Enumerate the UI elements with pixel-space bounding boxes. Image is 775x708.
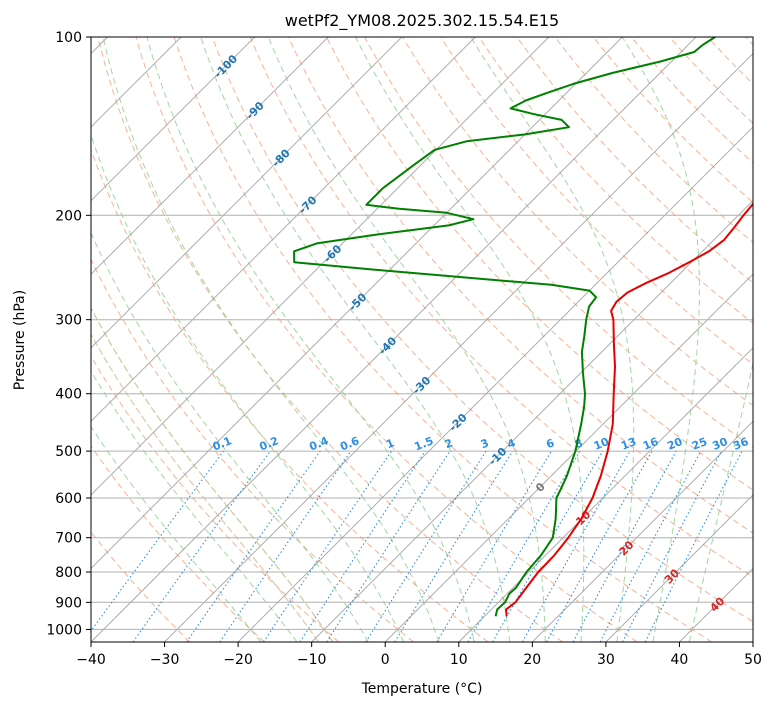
y-tick-label: 900 bbox=[55, 595, 82, 611]
dry-adiabat-line bbox=[249, 37, 753, 578]
isotherm-line bbox=[91, 37, 329, 275]
x-axis-ticks: −40 −30 −20 −10 0 10 20 30 40 50 bbox=[76, 642, 762, 668]
y-tick-label: 1000 bbox=[46, 622, 82, 638]
isotherm-line bbox=[605, 494, 753, 642]
dry-adiabat-line bbox=[592, 37, 753, 204]
mixing-ratio-line bbox=[326, 450, 451, 642]
dry-adiabat-line bbox=[91, 445, 265, 642]
mixing-ratio-label: 3 bbox=[479, 436, 491, 451]
isotherm-line bbox=[91, 37, 476, 423]
dry-adiabat-line bbox=[478, 37, 753, 324]
moist-adiabat-line bbox=[91, 231, 369, 642]
x-tick-label: −20 bbox=[223, 652, 253, 668]
x-tick-label: 0 bbox=[381, 652, 390, 668]
x-tick-label: 40 bbox=[670, 652, 688, 668]
mixing-ratio-line bbox=[644, 450, 743, 642]
mixing-ratio-line bbox=[394, 450, 514, 642]
isotherm-line bbox=[458, 347, 753, 642]
dry-adiabat-line bbox=[287, 37, 753, 534]
mixing-ratio-label: 25 bbox=[690, 435, 709, 453]
moist-adiabat-line bbox=[688, 360, 753, 642]
dry-adiabat-line bbox=[135, 37, 638, 642]
y-tick-label: 200 bbox=[55, 208, 82, 224]
x-tick-label: −30 bbox=[150, 652, 180, 668]
y-tick-label: 800 bbox=[55, 565, 82, 581]
moist-adiabat-line bbox=[267, 37, 546, 642]
mixing-ratio-line bbox=[91, 450, 224, 632]
chart-title: wetPf2_YM08.2025.302.15.54.E15 bbox=[285, 11, 559, 31]
dry-adiabat-line bbox=[173, 37, 713, 642]
dewpoint-line bbox=[293, 37, 716, 617]
moist-adiabat-line bbox=[102, 37, 440, 642]
dry-adiabat-line bbox=[91, 258, 414, 642]
mixing-ratio-line bbox=[219, 450, 352, 642]
x-tick-label: 50 bbox=[744, 652, 762, 668]
y-axis-ticks: 100 200 300 400 500 600 700 800 900 1000 bbox=[46, 30, 91, 638]
dry-adiabat-line bbox=[326, 37, 753, 491]
mixing-ratio-label: 1 bbox=[384, 436, 396, 451]
ice-bulb-line bbox=[91, 333, 319, 642]
moist-adiabat-line bbox=[91, 370, 298, 642]
isotherm-line bbox=[531, 420, 753, 642]
ice-bulb-curves bbox=[91, 306, 334, 642]
dry-adiabat-line bbox=[211, 37, 753, 623]
moist-adiabat-line bbox=[200, 37, 511, 642]
profile-series bbox=[293, 37, 753, 617]
y-tick-label: 100 bbox=[55, 30, 82, 46]
isotherm-line bbox=[91, 37, 697, 642]
mixing-ratio-label: 13 bbox=[619, 435, 638, 453]
mixing-ratio-line bbox=[263, 450, 392, 642]
dry-adiabat-line bbox=[630, 37, 753, 164]
y-axis-label: Pressure (hPa) bbox=[12, 290, 28, 390]
mixing-ratio-label: 8 bbox=[573, 436, 585, 451]
x-tick-label: −10 bbox=[297, 652, 327, 668]
plot-area: -100-90-80-70-60-50-40-30-20-10010203040… bbox=[91, 37, 753, 642]
isotherm-line bbox=[237, 126, 753, 642]
isotherm-line bbox=[384, 273, 753, 642]
temperature-line bbox=[505, 202, 753, 617]
isotherm-line bbox=[91, 37, 256, 202]
dry-adiabat-line bbox=[402, 37, 753, 407]
y-tick-label: 500 bbox=[55, 444, 82, 460]
mixing-ratio-label: 20 bbox=[665, 435, 684, 453]
mixing-ratio-line bbox=[132, 450, 271, 642]
dry-adiabat-line bbox=[97, 37, 563, 642]
isotherm-line bbox=[164, 52, 753, 642]
moist-adiabat-line bbox=[91, 425, 262, 642]
mixing-ratio-label: 30 bbox=[711, 435, 730, 453]
isotherm-line bbox=[91, 37, 403, 349]
mixing-ratio-line bbox=[522, 450, 631, 642]
moist-adiabat-line bbox=[146, 37, 475, 642]
mixing-ratio-lines bbox=[91, 450, 743, 642]
mixing-ratio-label: 2 bbox=[443, 436, 455, 451]
mixing-ratio-line bbox=[299, 450, 426, 642]
x-tick-label: 30 bbox=[597, 652, 615, 668]
x-tick-label: 10 bbox=[450, 652, 468, 668]
isotherm-line bbox=[91, 37, 550, 496]
y-tick-label: 400 bbox=[55, 387, 82, 403]
x-tick-label: −40 bbox=[76, 652, 106, 668]
mixing-ratio-line bbox=[546, 450, 653, 642]
mixing-ratio-label: 36 bbox=[731, 435, 750, 453]
mixing-ratio-label: 16 bbox=[641, 435, 660, 453]
y-tick-label: 300 bbox=[55, 313, 82, 329]
ice-bulb-line bbox=[91, 306, 334, 642]
x-tick-label: 20 bbox=[523, 652, 541, 668]
plot-frame bbox=[90, 36, 754, 643]
y-tick-label: 600 bbox=[55, 491, 82, 507]
moist-adiabat-line bbox=[91, 133, 405, 642]
isotherm-line bbox=[91, 37, 623, 570]
moist-adiabat-line bbox=[621, 37, 700, 642]
x-axis-label: Temperature (°C) bbox=[361, 681, 483, 697]
mixing-ratio-label: 10 bbox=[592, 435, 611, 453]
isobar-gridlines bbox=[91, 37, 753, 630]
y-tick-label: 700 bbox=[55, 531, 82, 547]
mixing-ratio-line bbox=[186, 450, 321, 642]
mixing-ratio-line bbox=[572, 450, 677, 642]
